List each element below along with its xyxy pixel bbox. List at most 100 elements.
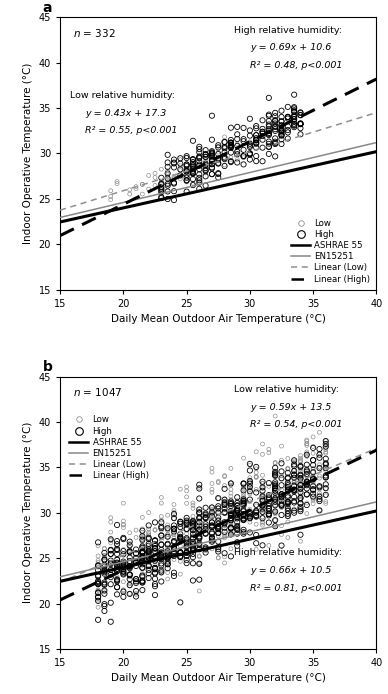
Point	[279, 127, 285, 138]
Point	[114, 544, 120, 555]
Point	[316, 448, 322, 459]
Point	[146, 568, 152, 579]
Point	[177, 535, 184, 546]
Point	[196, 538, 203, 549]
Point	[316, 459, 322, 471]
Point	[323, 489, 329, 500]
Point	[310, 484, 316, 495]
Point	[241, 496, 247, 507]
Point	[107, 194, 114, 205]
Point	[234, 129, 240, 140]
Point	[272, 494, 278, 505]
Point	[272, 115, 278, 126]
Point	[165, 194, 171, 205]
Point	[260, 520, 266, 531]
Point	[165, 524, 171, 535]
Point	[177, 529, 184, 540]
Point	[184, 524, 190, 535]
Point	[279, 124, 285, 135]
Point	[171, 523, 177, 534]
Point	[146, 528, 152, 539]
Point	[279, 116, 285, 127]
Point	[158, 178, 165, 189]
Point	[171, 541, 177, 552]
Point	[165, 523, 171, 534]
Point	[304, 500, 310, 511]
Point	[272, 515, 278, 526]
Point	[177, 556, 184, 567]
Point	[196, 159, 203, 170]
Point	[209, 152, 215, 163]
Point	[171, 513, 177, 524]
Point	[184, 491, 190, 502]
Point	[215, 528, 222, 539]
Point	[285, 532, 291, 543]
Point	[247, 154, 253, 165]
Point	[120, 534, 126, 545]
Point	[222, 153, 228, 164]
Point	[196, 153, 203, 164]
Point	[234, 525, 240, 536]
Point	[171, 536, 177, 548]
Point	[165, 558, 171, 569]
Point	[316, 505, 322, 516]
Point	[234, 133, 240, 144]
Point	[95, 555, 101, 566]
Point	[215, 149, 222, 160]
Point	[146, 530, 152, 541]
Point	[165, 169, 171, 180]
Point	[279, 441, 285, 452]
Point	[215, 527, 222, 539]
Point	[139, 542, 146, 553]
Point	[297, 506, 303, 517]
Point	[184, 518, 190, 529]
Point	[266, 477, 272, 489]
Point	[304, 480, 310, 491]
Point	[323, 459, 329, 470]
Point	[101, 554, 107, 565]
Point	[234, 121, 240, 133]
Point	[152, 543, 158, 554]
Point	[196, 507, 203, 518]
Point	[196, 543, 203, 555]
Point	[101, 585, 107, 596]
Point	[177, 516, 184, 527]
Point	[165, 553, 171, 564]
Point	[184, 186, 190, 197]
Point	[234, 511, 240, 523]
Point	[241, 484, 247, 495]
Point	[272, 151, 278, 162]
Point	[209, 486, 215, 498]
Point	[190, 515, 196, 526]
Point	[190, 158, 196, 169]
Point	[222, 532, 228, 543]
Point	[310, 463, 316, 474]
Point	[323, 453, 329, 464]
Point	[222, 470, 228, 481]
Point	[279, 126, 285, 137]
Point	[234, 145, 240, 156]
Point	[241, 509, 247, 520]
Point	[279, 489, 285, 500]
Point	[171, 543, 177, 554]
Point	[139, 556, 146, 567]
Point	[203, 152, 209, 163]
Point	[215, 153, 222, 164]
Point	[241, 527, 247, 538]
Text: R² = 0.54, p<0.001: R² = 0.54, p<0.001	[250, 421, 342, 429]
Point	[95, 579, 101, 590]
Point	[228, 500, 234, 511]
Point	[139, 555, 146, 566]
Point	[196, 152, 203, 163]
Point	[297, 455, 303, 466]
Point	[120, 576, 126, 587]
Point	[291, 486, 297, 497]
Point	[196, 513, 203, 524]
Point	[146, 551, 152, 562]
Point	[260, 540, 266, 551]
Point	[120, 549, 126, 560]
Point	[222, 518, 228, 529]
Point	[297, 119, 303, 130]
Point	[234, 520, 240, 532]
Point	[101, 579, 107, 591]
